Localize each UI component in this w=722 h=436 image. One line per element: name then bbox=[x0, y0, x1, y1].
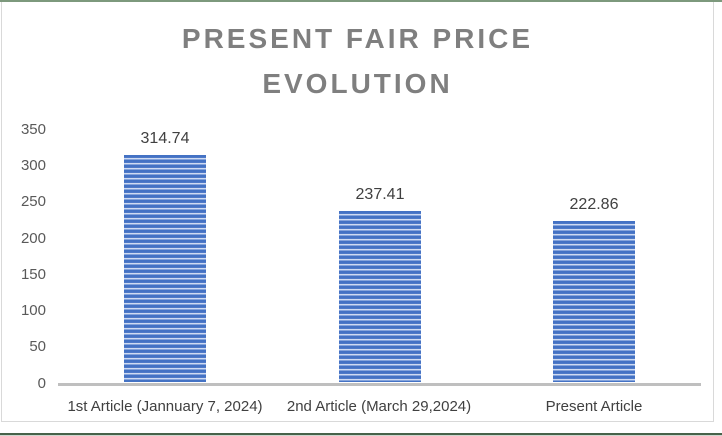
y-axis-tick-label: 0 bbox=[37, 375, 46, 392]
y-axis-tick-label: 350 bbox=[20, 121, 46, 138]
bottom-window-edge bbox=[0, 432, 722, 436]
chart-object[interactable]: PRESENT FAIR PRICE EVOLUTION 0 50 100 150 20… bbox=[1, 2, 714, 422]
bar-value-label: 314.74 bbox=[140, 130, 190, 147]
category-label: 2nd Article (March 29,2024) bbox=[286, 398, 472, 415]
bar[interactable] bbox=[124, 154, 206, 383]
bar-value-label: 222.86 bbox=[569, 196, 619, 213]
y-axis-tick-label: 100 bbox=[20, 302, 46, 319]
y-axis-tick-label: 250 bbox=[20, 193, 46, 210]
plot-area[interactable]: 0 50 100 150 200 250 300 350 314.74 1st Article (… bbox=[2, 2, 713, 421]
category-label: 1st Article (Jannuary 7, 2024) bbox=[67, 398, 263, 415]
y-axis-tick-label: 200 bbox=[20, 230, 46, 247]
bar-value-label: 237.41 bbox=[355, 186, 405, 203]
bar[interactable] bbox=[553, 221, 635, 383]
x-axis-line bbox=[58, 382, 701, 386]
category-label: Present Article bbox=[545, 398, 643, 415]
bar[interactable] bbox=[339, 210, 421, 383]
top-window-edge bbox=[0, 0, 722, 2]
chart-title: PRESENT FAIR PRICE EVOLUTION bbox=[181, 23, 534, 99]
y-axis-tick-label: 300 bbox=[20, 157, 46, 174]
y-axis-tick-label: 50 bbox=[29, 338, 46, 355]
y-axis-tick-label: 150 bbox=[20, 266, 46, 283]
